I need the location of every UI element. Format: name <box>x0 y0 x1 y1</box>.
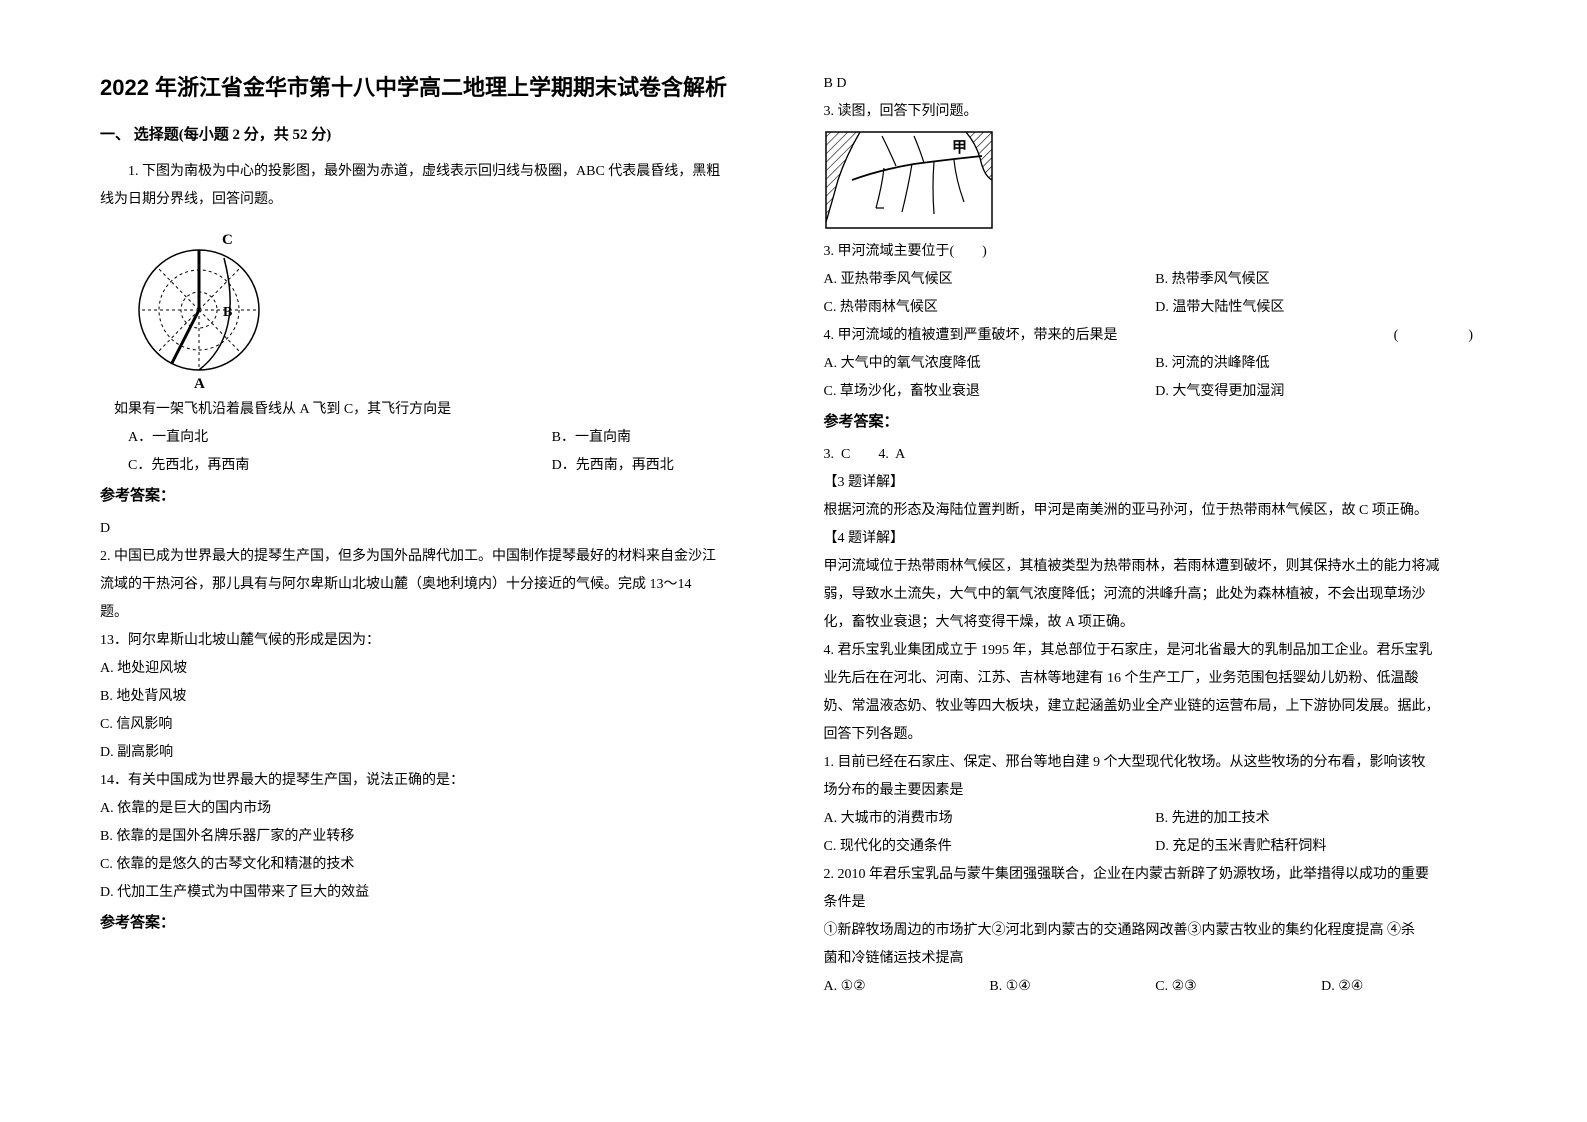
q3-sub4: 4. 甲河流域的植被遭到严重破坏，带来的后果是 ( ) <box>824 322 1488 350</box>
q2-q14-d: D. 代加工生产模式为中国带来了巨大的效益 <box>100 879 764 907</box>
q3-s4-b: B. 河流的洪峰降低 <box>1155 350 1487 378</box>
q4-s2-d: D. ②④ <box>1321 973 1487 1001</box>
q3-answer-heading: 参考答案： <box>824 410 1488 431</box>
q1-sub: 如果有一架飞机沿着晨昏线从 A 飞到 C，其飞行方向是 <box>100 396 764 424</box>
diagram-label-c: C <box>222 232 233 248</box>
q3-s3-row2: C. 热带雨林气候区 D. 温带大陆性气候区 <box>824 294 1488 322</box>
q3-s3-a: A. 亚热带季风气候区 <box>824 266 1156 294</box>
q3-s4-row2: C. 草场沙化，畜牧业衰退 D. 大气变得更加湿润 <box>824 378 1488 406</box>
q3-exp3: 根据河流的形态及海陆位置判断，甲河是南美洲的亚马孙河，位于热带雨林气候区，故 C… <box>824 497 1488 525</box>
q4-s2-b: B. ①④ <box>989 973 1155 1001</box>
q2-answer-heading: 参考答案： <box>100 911 764 932</box>
q3-s3-b: B. 热带季风气候区 <box>1155 266 1487 294</box>
q3-exp4-c: 化，畜牧业衰退；大气将变得干燥，故 A 项正确。 <box>824 609 1488 637</box>
q1-stem-line2: 线为日期分界线，回答问题。 <box>100 186 764 214</box>
q4-sub2-c: ①新辟牧场周边的市场扩大②河北到内蒙古的交通路网改善③内蒙古牧业的集约化程度提高… <box>824 917 1488 945</box>
q1-options-row1: A．一直向北 B．一直向南 <box>100 424 764 452</box>
q4-stem-1: 4. 君乐宝乳业集团成立于 1995 年，其总部位于石家庄，是河北省最大的乳制品… <box>824 637 1488 665</box>
q3-exp4-a: 甲河流域位于热带雨林气候区，其植被类型为热带雨林，若雨林遭到破坏，则其保持水土的… <box>824 553 1488 581</box>
q3-sub4-text: 4. 甲河流域的植被遭到严重破坏，带来的后果是 <box>824 328 1118 343</box>
q3-sub4-paren: ( ) <box>1394 322 1487 350</box>
q3-s3-c: C. 热带雨林气候区 <box>824 294 1156 322</box>
q1-answer-heading: 参考答案： <box>100 484 764 505</box>
map-label-jia: 甲 <box>952 139 967 156</box>
q4-stem-4: 回答下列各题。 <box>824 721 1488 749</box>
q1-stem-line1: 1. 下图为南极为中心的投影图，最外圈为赤道，虚线表示回归线与极圈，ABC 代表… <box>100 158 764 186</box>
exam-title: 2022 年浙江省金华市第十八中学高二地理上学期期末试卷含解析 <box>100 70 764 105</box>
q1-options-row2: C．先西北，再西南 D．先西南，再西北 <box>100 452 764 480</box>
q4-s2-c: C. ②③ <box>1155 973 1321 1001</box>
q2-q13-d: D. 副高影响 <box>100 739 764 767</box>
q2-stem-3: 题。 <box>100 599 764 627</box>
q1-option-a: A．一直向北 <box>128 424 552 452</box>
q1-option-c: C．先西北，再西南 <box>128 452 552 480</box>
right-column: B D 3. 读图，回答下列问题。 <box>824 70 1488 1082</box>
q3-s3-d: D. 温带大陆性气候区 <box>1155 294 1487 322</box>
section-1-heading: 一、 选择题(每小题 2 分，共 52 分) <box>100 123 764 144</box>
q4-s1-b: B. 先进的加工技术 <box>1155 805 1487 833</box>
left-column: 2022 年浙江省金华市第十八中学高二地理上学期期末试卷含解析 一、 选择题(每… <box>100 70 764 1082</box>
q3-s4-a: A. 大气中的氧气浓度降低 <box>824 350 1156 378</box>
q4-sub2-b: 条件是 <box>824 889 1488 917</box>
q1-diagram: C B A <box>124 220 764 390</box>
diagram-label-a: A <box>194 376 205 390</box>
q2-q14-c: C. 依靠的是悠久的古琴文化和精湛的技术 <box>100 851 764 879</box>
q4-s1-a: A. 大城市的消费市场 <box>824 805 1156 833</box>
q3-exp4-b: 弱，导致水土流失，大气中的氧气浓度降低；河流的洪峰升高；此处为森林植被，不会出现… <box>824 581 1488 609</box>
polar-projection-icon: C B A <box>124 220 274 390</box>
q3-s4-c: C. 草场沙化，畜牧业衰退 <box>824 378 1156 406</box>
q2-q13-a: A. 地处迎风坡 <box>100 655 764 683</box>
q2-q14-b: B. 依靠的是国外名牌乐器厂家的产业转移 <box>100 823 764 851</box>
q4-s2-a: A. ①② <box>824 973 990 1001</box>
river-basin-map-icon: 甲 <box>824 130 994 230</box>
q2-q13-b: B. 地处背风坡 <box>100 683 764 711</box>
q2-stem-2: 流域的干热河谷，那儿具有与阿尔卑斯山北坡山麓（奥地利境内）十分接近的气候。完成 … <box>100 571 764 599</box>
q3-exp4-head: 【4 题详解】 <box>824 525 1488 553</box>
q3-sub3: 3. 甲河流域主要位于( ) <box>824 238 1488 266</box>
q4-s1-row2: C. 现代化的交通条件 D. 充足的玉米青贮秸秆饲料 <box>824 833 1488 861</box>
diagram-label-b: B <box>223 305 232 320</box>
q2-q14-a: A. 依靠的是巨大的国内市场 <box>100 795 764 823</box>
q1-option-b: B．一直向南 <box>552 424 764 452</box>
q4-sub2-a: 2. 2010 年君乐宝乳品与蒙牛集团强强联合，企业在内蒙古新辟了奶源牧场，此举… <box>824 861 1488 889</box>
q3-map: 甲 <box>824 130 1488 230</box>
q3-s3-row1: A. 亚热带季风气候区 B. 热带季风气候区 <box>824 266 1488 294</box>
q3-answer: 3. C 4. A <box>824 441 1488 469</box>
q4-s2-row: A. ①② B. ①④ C. ②③ D. ②④ <box>824 973 1488 1001</box>
q2-q14: 14．有关中国成为世界最大的提琴生产国，说法正确的是： <box>100 767 764 795</box>
q4-s1-d: D. 充足的玉米青贮秸秆饲料 <box>1155 833 1487 861</box>
q3-s4-row1: A. 大气中的氧气浓度降低 B. 河流的洪峰降低 <box>824 350 1488 378</box>
q4-stem-2: 业先后在在河北、河南、江苏、吉林等地建有 16 个生产工厂，业务范围包括婴幼儿奶… <box>824 665 1488 693</box>
q3-s4-d: D. 大气变得更加湿润 <box>1155 378 1487 406</box>
q3-stem: 3. 读图，回答下列问题。 <box>824 98 1488 126</box>
q3-exp3-head: 【3 题详解】 <box>824 469 1488 497</box>
q1-answer: D <box>100 515 764 543</box>
q2-stem-1: 2. 中国已成为世界最大的提琴生产国，但多为国外品牌代加工。中国制作提琴最好的材… <box>100 543 764 571</box>
q4-s1-c: C. 现代化的交通条件 <box>824 833 1156 861</box>
q4-sub2-d: 菌和冷链储运技术提高 <box>824 945 1488 973</box>
q1-option-d: D．先西南，再西北 <box>552 452 764 480</box>
q4-s1-row1: A. 大城市的消费市场 B. 先进的加工技术 <box>824 805 1488 833</box>
q2-answer: B D <box>824 70 1488 98</box>
q4-sub1-b: 场分布的最主要因素是 <box>824 777 1488 805</box>
q4-stem-3: 奶、常温液态奶、牧业等四大板块，建立起涵盖奶业全产业链的运营布局，上下游协同发展… <box>824 693 1488 721</box>
q4-sub1-a: 1. 目前已经在石家庄、保定、邢台等地自建 9 个大型现代化牧场。从这些牧场的分… <box>824 749 1488 777</box>
q2-q13-c: C. 信风影响 <box>100 711 764 739</box>
q2-q13: 13．阿尔卑斯山北坡山麓气候的形成是因为： <box>100 627 764 655</box>
